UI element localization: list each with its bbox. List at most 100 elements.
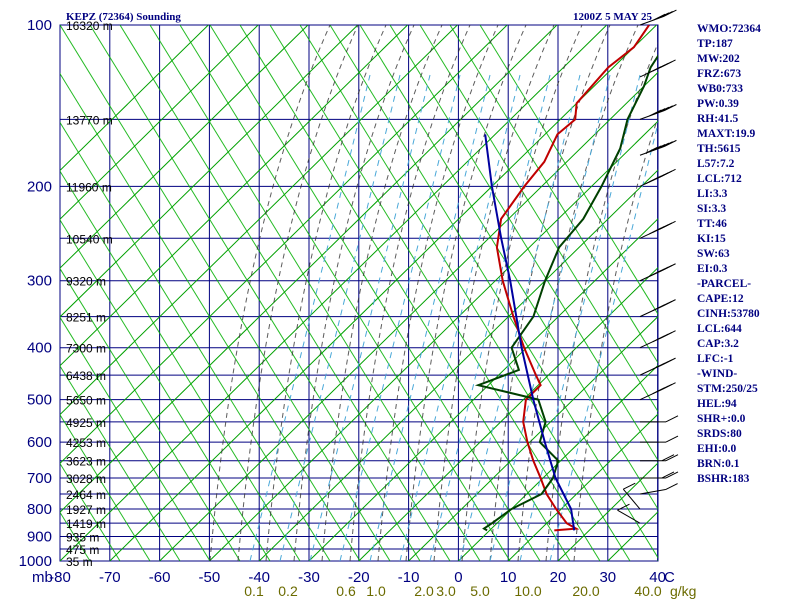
wind-barb-flag [665, 415, 679, 423]
wind-barb [639, 139, 677, 156]
height-label: 935 m [66, 530, 99, 544]
moist-adiabat [517, 25, 639, 561]
dry-adiabat [89, 25, 421, 561]
dry-adiabat [60, 316, 211, 561]
mixing-ratio-label: 40.0 [634, 583, 661, 599]
wind-barb-flag [617, 503, 630, 511]
skew-isotherm [308, 218, 658, 561]
height-label: 35 m [66, 555, 93, 569]
wind-barb-flag [623, 482, 636, 490]
wind-barb-flag [652, 335, 665, 343]
dry-adiabat [60, 121, 331, 561]
height-label: 9320 m [66, 275, 106, 289]
moist-adiabat [573, 115, 658, 561]
height-label: 10540 m [66, 232, 113, 246]
moist-adiabat [265, 25, 387, 561]
wind-barb [639, 263, 676, 282]
wind-barb-flag [661, 454, 675, 462]
moist-adiabat [209, 25, 331, 561]
stat-line: BRN:0.1 [697, 458, 740, 470]
moist-adiabat [489, 25, 611, 561]
mixing-ratio-label: 1.0 [366, 583, 386, 599]
stat-line: LCL:644 [697, 323, 742, 335]
temperature-tick-label: -40 [248, 569, 270, 586]
wind-barb-flag [665, 483, 678, 490]
wind-barb-flag [645, 177, 658, 185]
moist-adiabat [461, 25, 583, 561]
dry-adiabat [60, 267, 241, 561]
skew-isotherm [60, 25, 259, 220]
height-label: 1927 m [66, 503, 106, 517]
wind-barb [639, 59, 676, 78]
dry-adiabat [60, 72, 361, 561]
dry-adiabat [389, 25, 658, 462]
height-label: 4253 m [66, 436, 106, 450]
temperature-tick-label: -30 [298, 569, 320, 586]
skew-isotherm [60, 25, 359, 318]
stat-line: BSHR:183 [697, 473, 750, 485]
wind-barb [639, 483, 678, 495]
temperature-unit-label: C [664, 569, 675, 586]
mixing-ratio-unit-label: g/kg [670, 583, 696, 599]
stat-line: L57:7.2 [697, 158, 735, 170]
pressure-tick-label: 700 [27, 470, 52, 487]
wind-barb [639, 168, 676, 187]
wind-barb [639, 382, 676, 401]
pressure-tick-label: 400 [27, 340, 52, 357]
wind-barb [639, 299, 676, 318]
height-label: 1419 m [66, 517, 106, 531]
pressure-tick-label: 1000 [19, 553, 52, 570]
height-label: 6438 m [66, 369, 106, 383]
height-label: 475 m [66, 543, 99, 557]
dry-adiabat [209, 25, 541, 561]
temperature-tick-label: -10 [398, 569, 420, 586]
temperature-tick-label: 40 [649, 569, 666, 586]
stat-line: MAXT:19.9 [697, 128, 756, 140]
dry-adiabat [60, 413, 151, 561]
dry-adiabat [269, 25, 601, 561]
wind-barb-flag [652, 304, 665, 312]
skew-isotherm [159, 71, 658, 561]
moist-adiabat [405, 25, 527, 561]
temperature-tick-label: 10 [500, 569, 517, 586]
stat-line: WMO:72364 [697, 23, 761, 35]
skew-isotherm [458, 364, 658, 561]
height-label: 4925 m [66, 416, 106, 430]
wind-barb-staff [639, 489, 666, 495]
stat-line: CINH:53780 [697, 308, 760, 320]
moist-adiabat [433, 25, 555, 561]
stats-panel: WMO:72364 TP:187 MW:202 FRZ:673 WB0:733 PW:0.… [697, 22, 800, 487]
stat-line: PW:0.39 [697, 98, 739, 110]
wind-barb [622, 482, 641, 510]
mixing-ratio-label: 20.0 [572, 583, 599, 599]
dry-adiabat [329, 25, 658, 559]
dry-adiabat [60, 462, 121, 561]
wind-barb [640, 435, 679, 443]
wind-barb-flag [648, 227, 662, 235]
moist-adiabat [237, 25, 359, 561]
height-label: 5650 m [66, 394, 106, 408]
stat-line: LFC:-1 [697, 353, 734, 365]
mixing-ratio-label: 0.6 [336, 583, 356, 599]
wind-barbs [617, 9, 679, 524]
stat-line: EHI:0.0 [697, 443, 737, 455]
stat-line: FRZ:673 [697, 68, 742, 80]
wind-barb [639, 9, 677, 26]
height-label: 7300 m [66, 342, 106, 356]
skew-isotherm [60, 25, 408, 367]
wind-barb-staff [617, 509, 641, 524]
mixing-ratio-label: 0.1 [244, 583, 264, 599]
temperature-line [495, 25, 650, 532]
skew-isotherm [60, 25, 508, 465]
stat-line: WB0:733 [697, 83, 743, 95]
moist-adiabat [349, 25, 471, 561]
dry-adiabat [239, 25, 571, 561]
plot-grid [60, 25, 658, 561]
height-label: 13770 m [66, 113, 113, 127]
skew-isotherm [60, 25, 209, 172]
temperature-tick-label: -80 [49, 569, 71, 586]
dry-adiabat [359, 25, 658, 510]
pressure-unit-label: mb [32, 569, 53, 586]
stat-line: SW:63 [697, 248, 730, 260]
